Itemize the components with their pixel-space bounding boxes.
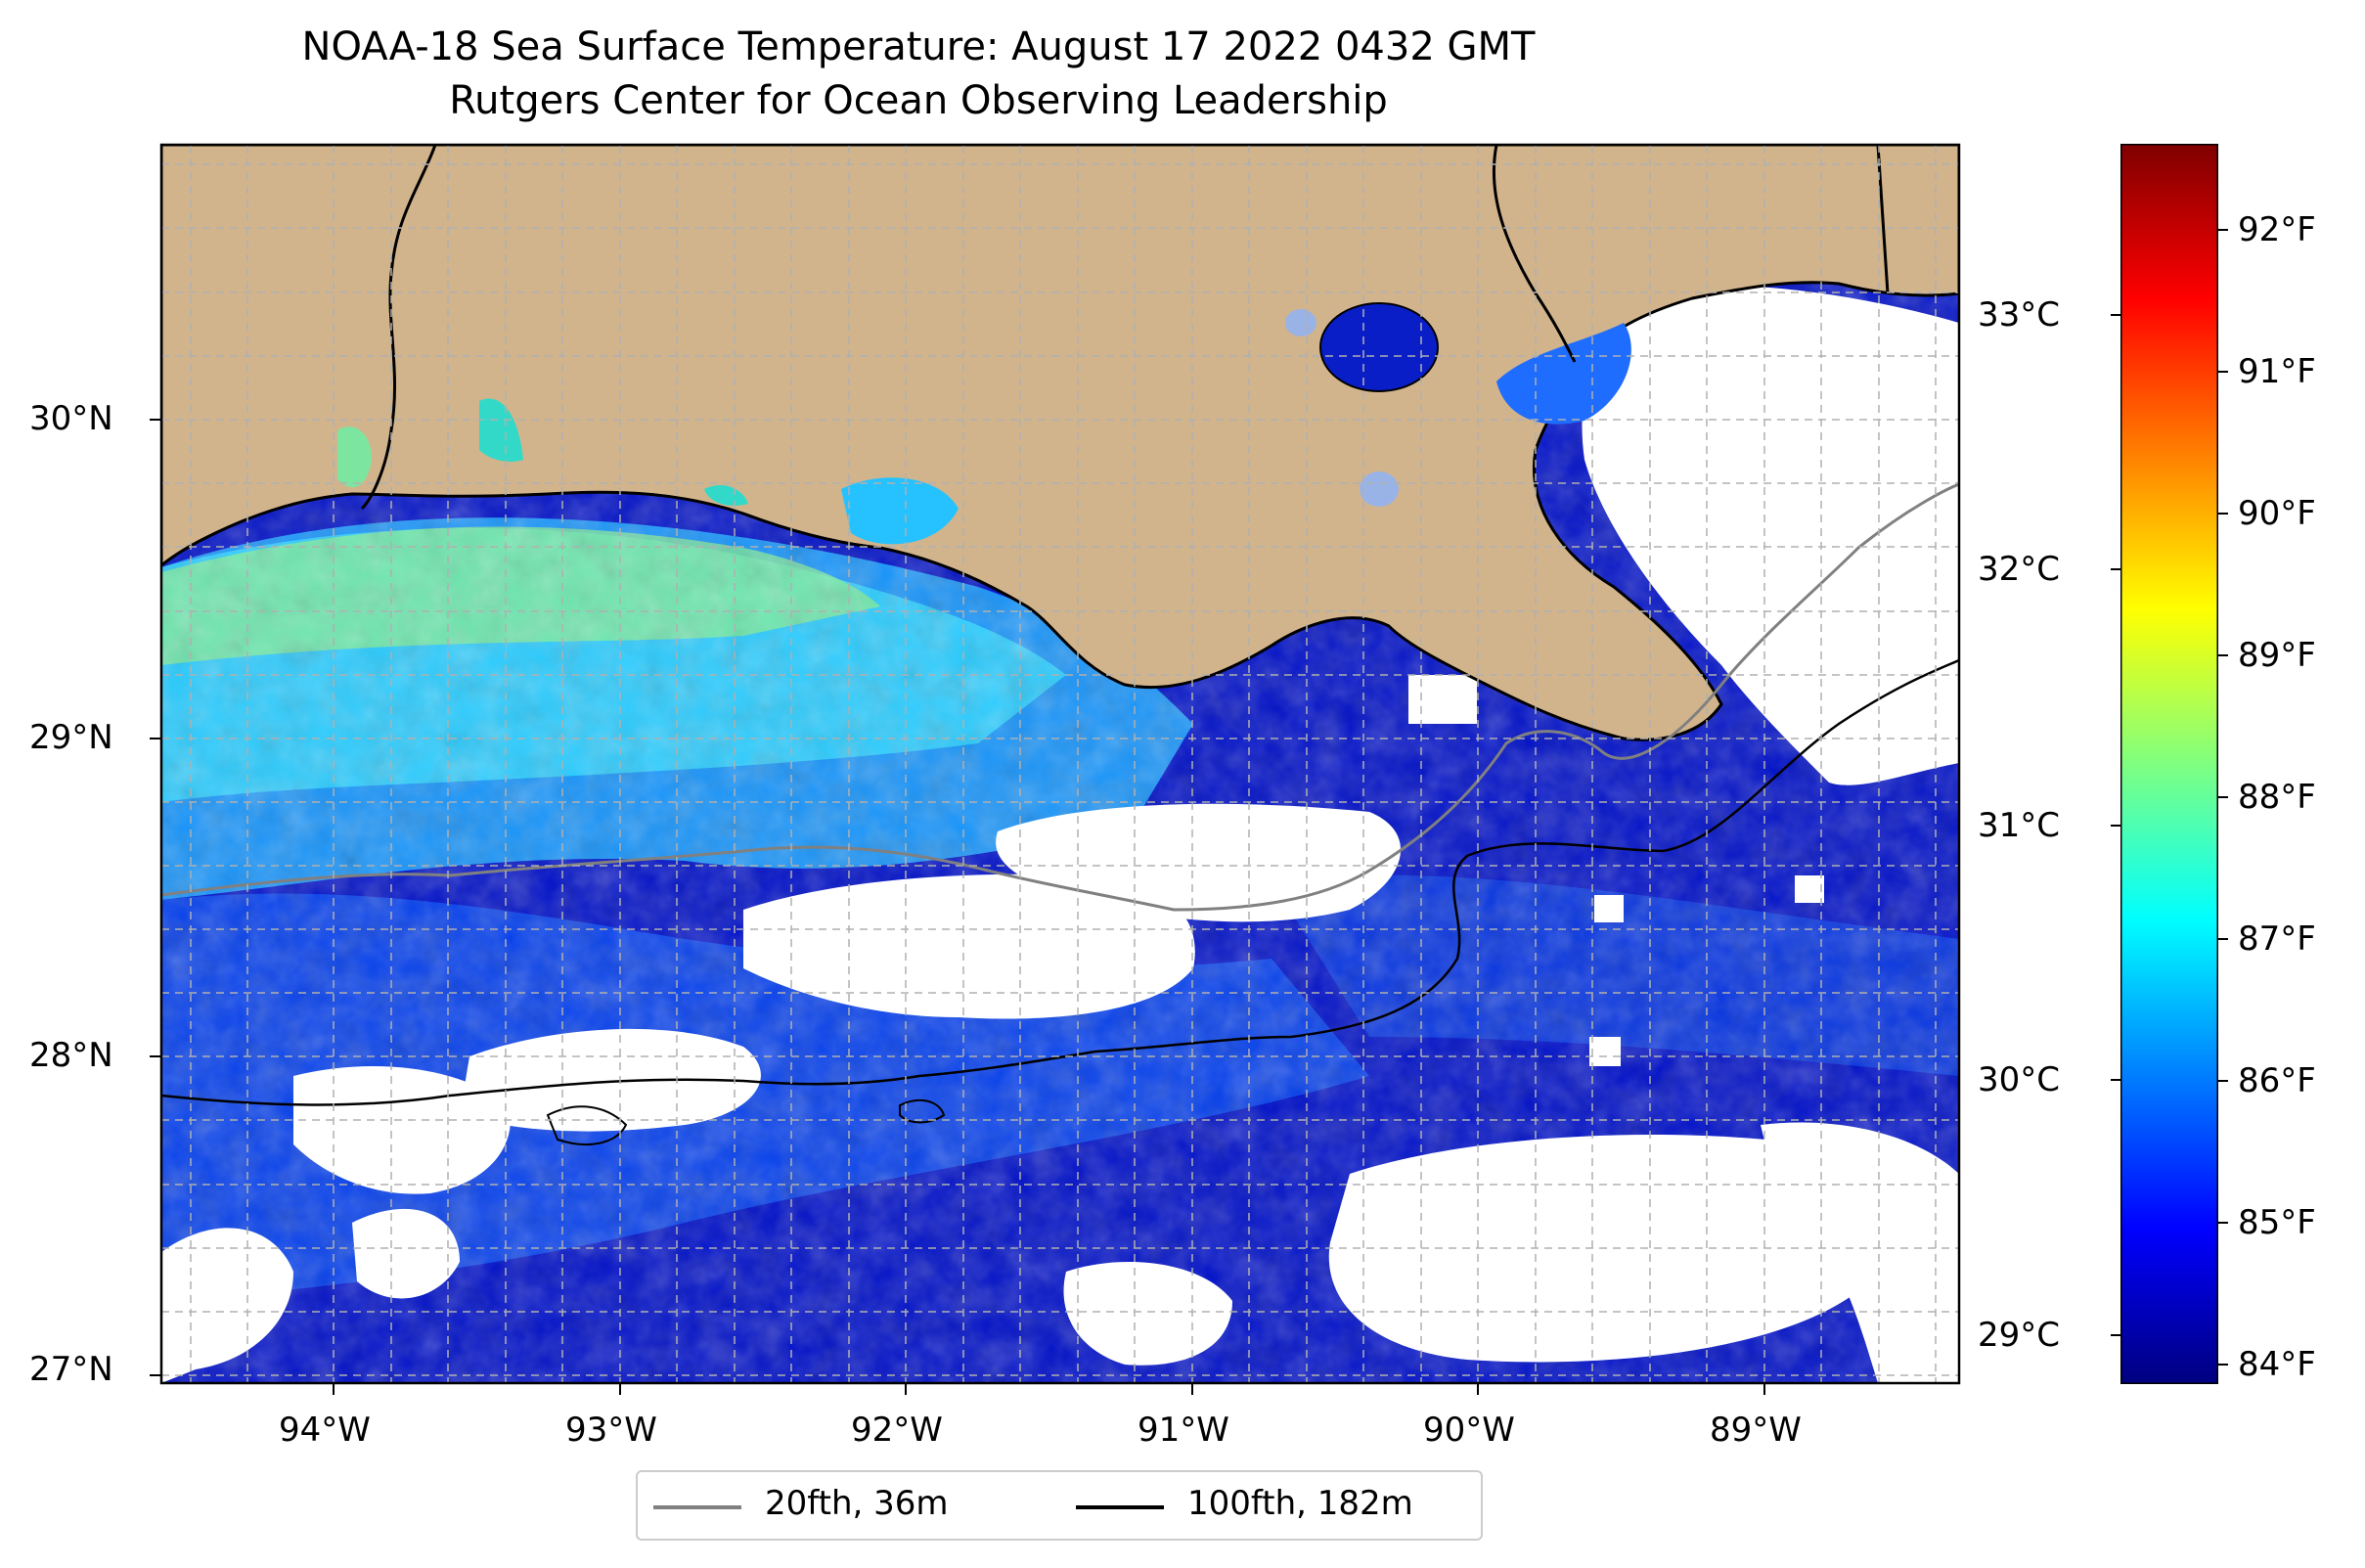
celsius-tick-label: 33°C: [1978, 295, 2061, 335]
celsius-tick-label: 29°C: [1978, 1316, 2061, 1355]
legend: 20fth, 36m 100fth, 182m: [636, 1470, 1483, 1541]
fahrenheit-tick-label: 86°F: [2238, 1061, 2316, 1100]
cloud-mask: [1582, 285, 1959, 785]
state-border: [360, 145, 437, 511]
lake: [1319, 302, 1439, 392]
lake: [704, 484, 748, 506]
cloud-mask: [1761, 1122, 1959, 1383]
fahrenheit-tick-label: 84°F: [2238, 1345, 2316, 1384]
celsius-tick-label: 32°C: [1978, 550, 2061, 589]
isobath-100fth-patch: [546, 1105, 628, 1145]
cloud-mask: [352, 1208, 460, 1299]
legend-swatch-20fth: [653, 1505, 741, 1509]
graticule: [161, 145, 1959, 1383]
cloud-mask: [1063, 1262, 1232, 1366]
fahrenheit-tick-label: 90°F: [2238, 494, 2316, 533]
colorbar-ticks: [2111, 229, 2228, 1366]
y-tick-label: 28°N: [29, 1036, 113, 1075]
lake: [841, 477, 959, 545]
x-tick-label: 90°W: [1423, 1411, 1515, 1450]
cloud-mask: [1795, 875, 1824, 903]
y-tick-label: 30°N: [29, 399, 113, 438]
fahrenheit-tick-label: 87°F: [2238, 919, 2316, 959]
x-tick-label: 94°W: [279, 1411, 371, 1450]
lake: [1360, 471, 1399, 507]
x-tick-label: 89°W: [1710, 1411, 1802, 1450]
fahrenheit-tick-label: 85°F: [2238, 1203, 2316, 1242]
cloud-mask: [460, 1028, 761, 1132]
state-border: [1492, 145, 1577, 363]
x-tick-label: 91°W: [1138, 1411, 1229, 1450]
cloud-mask: [1328, 1135, 1886, 1363]
celsius-tick-label: 30°C: [1978, 1060, 2061, 1099]
cloud-mask: [1589, 1037, 1621, 1066]
celsius-tick-label: 31°C: [1978, 806, 2061, 845]
cloud-mask: [293, 1066, 511, 1194]
fahrenheit-tick-label: 89°F: [2238, 636, 2316, 675]
lake: [337, 426, 372, 488]
cloud-mask: [1594, 895, 1624, 922]
legend-label-20fth: 20fth, 36m: [765, 1484, 949, 1523]
axis-ticks: [150, 419, 1765, 1395]
isobath-20fth: [161, 482, 1959, 912]
y-tick-label: 27°N: [29, 1350, 113, 1389]
legend-label-100fth: 100fth, 182m: [1187, 1484, 1413, 1523]
fahrenheit-tick-label: 92°F: [2238, 210, 2316, 249]
lake: [1285, 309, 1316, 336]
cloud-mask: [1408, 675, 1477, 724]
fahrenheit-tick-label: 91°F: [2238, 352, 2316, 391]
fahrenheit-tick-label: 88°F: [2238, 778, 2316, 817]
x-tick-label: 93°W: [565, 1411, 657, 1450]
lake: [1496, 323, 1631, 425]
cloud-mask: [161, 1228, 293, 1383]
lake: [479, 398, 523, 462]
x-tick-label: 92°W: [851, 1411, 943, 1450]
colorbar-gradient: [2120, 144, 2218, 1384]
state-border: [1876, 145, 1890, 294]
cloud-mask: [743, 874, 1195, 1019]
legend-swatch-100fth: [1076, 1505, 1164, 1509]
y-tick-label: 29°N: [29, 718, 113, 757]
chart-title: NOAA-18 Sea Surface Temperature: August …: [301, 24, 1536, 69]
map-frame: [159, 143, 1961, 1385]
chart-subtitle: Rutgers Center for Ocean Observing Leade…: [449, 78, 1388, 123]
